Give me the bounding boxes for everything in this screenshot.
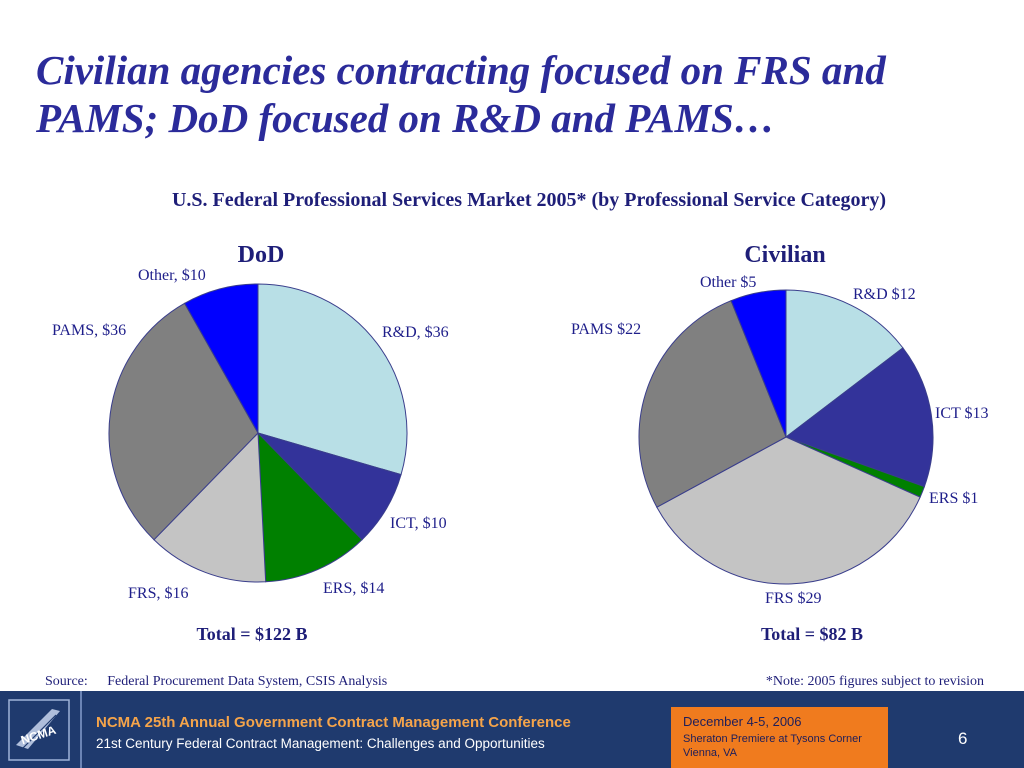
civilian-slice-frs [656,436,921,585]
title-line-1: Civilian agencies contracting focused on… [36,47,886,93]
civilian-chart-title: Civilian [744,242,825,268]
civilian-label-ers: ERS $1 [929,490,978,507]
dod-slice-pams [108,302,259,541]
revision-note: *Note: 2005 figures subject to revision [765,674,984,689]
pie-charts: R&D, $36 ICT, $10 ERS, $14 FRS, $16 PAMS, $3… [52,242,988,644]
source-note: Source: Federal Procurement Data System,… [45,674,387,690]
venue-line-2: Vienna, VA [683,747,738,759]
dod-chart-title: DoD [238,242,285,268]
slide-title: Civilian agencies contracting focused on… [36,46,996,142]
date-box: December 4-5, 2006 Sheraton Premiere at … [671,707,888,768]
conference-name: NCMA 25th Annual Government Contract Man… [96,714,571,731]
dod-total: Total = $122 B [196,624,307,644]
ncma-logo-icon: NCMA [8,699,70,761]
civilian-label-r-d: R&D $12 [853,286,916,303]
dod-label-frs: FRS, $16 [128,585,188,602]
civilian-label-frs: FRS $29 [765,590,821,607]
page-number: 6 [958,729,968,748]
footer-separator [80,691,82,768]
civilian-slice-ict [784,347,934,488]
title-line-2: PAMS; DoD focused on R&D and PAMS… [36,95,775,141]
dod-label-pams: PAMS, $36 [52,322,126,339]
civilian-slice-other [730,289,787,438]
dod-label-other: Other, $10 [138,267,206,284]
chart-subtitle: U.S. Federal Professional Services Marke… [171,189,887,211]
venue-line-1: Sheraton Premiere at Tysons Corner [683,733,862,745]
footer-bar: NCMA NCMA 25th Annual Government Contrac… [0,691,1024,768]
civilian-label-other: Other $5 [700,274,756,291]
source-label: Source: [45,674,88,689]
source-text: Federal Procurement Data System, CSIS An… [107,674,388,689]
civilian-label-ict: ICT $13 [935,405,988,422]
dod-slice-r-d [257,283,408,476]
conference-tagline: 21st Century Federal Contract Management… [96,736,545,751]
dod-label-ers: ERS, $14 [323,580,384,597]
conference-date: December 4-5, 2006 [683,714,802,729]
dod-label-r-d: R&D, $36 [382,324,449,341]
civilian-slice-pams [638,300,787,508]
civilian-slice-r-d [785,289,904,439]
dod-slice-frs [153,431,267,583]
conference-venue: Sheraton Premiere at Tysons Corner Vienn… [683,732,862,760]
dod-slice-ers [257,431,363,583]
civilian-total: Total = $82 B [761,624,863,644]
civilian-label-pams: PAMS $22 [571,321,641,338]
dod-label-ict: ICT, $10 [390,515,447,532]
dod-slice-other [183,283,259,435]
